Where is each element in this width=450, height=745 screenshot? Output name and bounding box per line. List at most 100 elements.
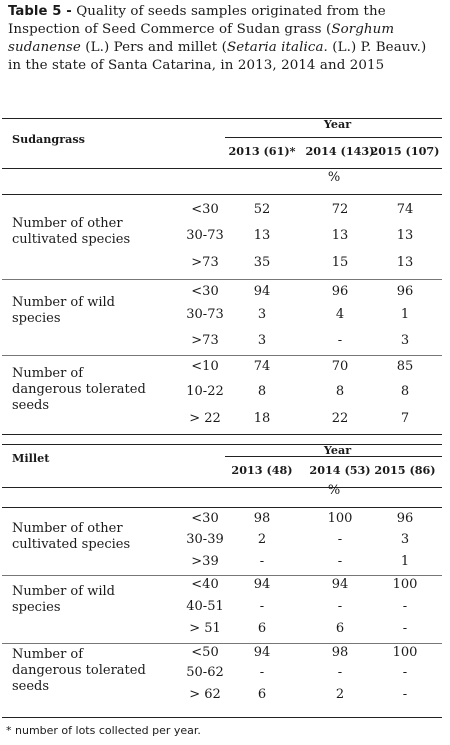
table-top-rule — [2, 444, 442, 445]
range-label: <30 — [191, 202, 219, 217]
range-label: 30-73 — [186, 228, 224, 243]
group-label: Number of wild species — [12, 295, 115, 326]
column-header: 2015 (107) — [370, 144, 440, 158]
group-label: Number of wild species — [12, 584, 115, 615]
crop-label: Sudangrass — [12, 132, 85, 146]
range-label: > 51 — [189, 621, 221, 636]
table-cell: 1 — [400, 554, 410, 569]
table-cell: - — [337, 599, 343, 614]
table-number-label: Table 5 - — [8, 4, 72, 19]
year-header: Year — [323, 117, 352, 131]
year-header: Year — [323, 443, 352, 457]
year-underline — [225, 137, 442, 138]
table-cell: 15 — [331, 255, 349, 270]
table-cell: 8 — [400, 384, 410, 399]
range-label: 40-51 — [186, 599, 224, 614]
table-cell: 6 — [257, 687, 267, 702]
unit-rule — [2, 194, 442, 195]
group-separator — [2, 279, 442, 280]
table-cell: 6 — [257, 621, 267, 636]
table-cell: 8 — [335, 384, 345, 399]
table-cell: 13 — [396, 255, 414, 270]
table-cell: - — [402, 621, 408, 636]
table-cell: 22 — [331, 411, 349, 426]
range-label: <10 — [191, 359, 219, 374]
table-cell: 3 — [400, 532, 410, 547]
table-bottom-rule — [2, 717, 442, 718]
table-cell: 2 — [257, 532, 267, 547]
range-label: 30-39 — [186, 532, 224, 547]
range-label: <50 — [191, 645, 219, 660]
table-cell: 3 — [257, 333, 267, 348]
column-header: 2014 (143) — [305, 144, 375, 158]
range-label: 50-62 — [186, 665, 224, 680]
table-cell: 13 — [396, 228, 414, 243]
range-label: >73 — [191, 255, 219, 270]
range-label: 30-73 — [186, 307, 224, 322]
header-rule — [2, 487, 442, 488]
table-cell: 96 — [396, 284, 414, 299]
group-label: Number of other cultivated species — [12, 216, 131, 247]
table-bottom-rule — [2, 434, 442, 435]
table-cell: 18 — [253, 411, 271, 426]
table-cell: - — [259, 554, 265, 569]
table-cell: - — [337, 333, 343, 348]
table-cell: 3 — [257, 307, 267, 322]
table-cell: 74 — [253, 359, 271, 374]
table-cell: 94 — [253, 577, 271, 592]
crop-label: Millet — [12, 451, 50, 465]
range-label: > 22 — [189, 411, 221, 426]
column-header: 2013 (61)* — [228, 144, 296, 158]
unit-label: % — [327, 483, 341, 498]
group-label: Number of dangerous tolerated seeds — [12, 366, 146, 413]
table-cell: - — [402, 665, 408, 680]
year-underline — [225, 456, 442, 457]
column-header: 2014 (53) — [309, 463, 371, 477]
table-cell: - — [337, 665, 343, 680]
table-cell: 98 — [331, 645, 349, 660]
table-cell: 2 — [335, 687, 345, 702]
column-header: 2015 (86) — [374, 463, 436, 477]
column-header: 2013 (48) — [231, 463, 293, 477]
table-cell: 8 — [257, 384, 267, 399]
table-title: Quality of seeds samples originated from… — [8, 4, 427, 73]
table-cell: 74 — [396, 202, 414, 217]
table-cell: 13 — [331, 228, 349, 243]
table-cell: 52 — [253, 202, 271, 217]
footnote: * number of lots collected per year. — [6, 724, 201, 737]
group-label: Number of other cultivated species — [12, 521, 131, 552]
unit-label: % — [327, 170, 341, 185]
range-label: <30 — [191, 511, 219, 526]
table-cell: 70 — [331, 359, 349, 374]
range-label: >73 — [191, 333, 219, 348]
header-rule — [2, 168, 442, 169]
range-label: >39 — [191, 554, 219, 569]
table-cell: 94 — [253, 645, 271, 660]
group-separator — [2, 575, 442, 576]
table-cell: 100 — [392, 577, 418, 592]
table-cell: 4 — [335, 307, 345, 322]
table-cell: 35 — [253, 255, 271, 270]
table-cell: - — [337, 532, 343, 547]
table-cell: 6 — [335, 621, 345, 636]
table-cell: 100 — [327, 511, 353, 526]
table-cell: 7 — [400, 411, 410, 426]
range-label: <30 — [191, 284, 219, 299]
table-cell: 1 — [400, 307, 410, 322]
group-label: Number of dangerous tolerated seeds — [12, 647, 146, 694]
table-cell: 98 — [253, 511, 271, 526]
table-cell: - — [402, 687, 408, 702]
table-top-rule — [2, 118, 442, 119]
table-cell: - — [337, 554, 343, 569]
table-cell: 100 — [392, 645, 418, 660]
range-label: > 62 — [189, 687, 221, 702]
group-separator — [2, 643, 442, 644]
range-label: 10-22 — [186, 384, 224, 399]
table-cell: 13 — [253, 228, 271, 243]
table-cell: - — [259, 665, 265, 680]
table-caption: Table 5 - Quality of seeds samples origi… — [8, 3, 440, 75]
table-cell: 94 — [253, 284, 271, 299]
table-cell: 72 — [331, 202, 349, 217]
range-label: <40 — [191, 577, 219, 592]
table-cell: - — [259, 599, 265, 614]
